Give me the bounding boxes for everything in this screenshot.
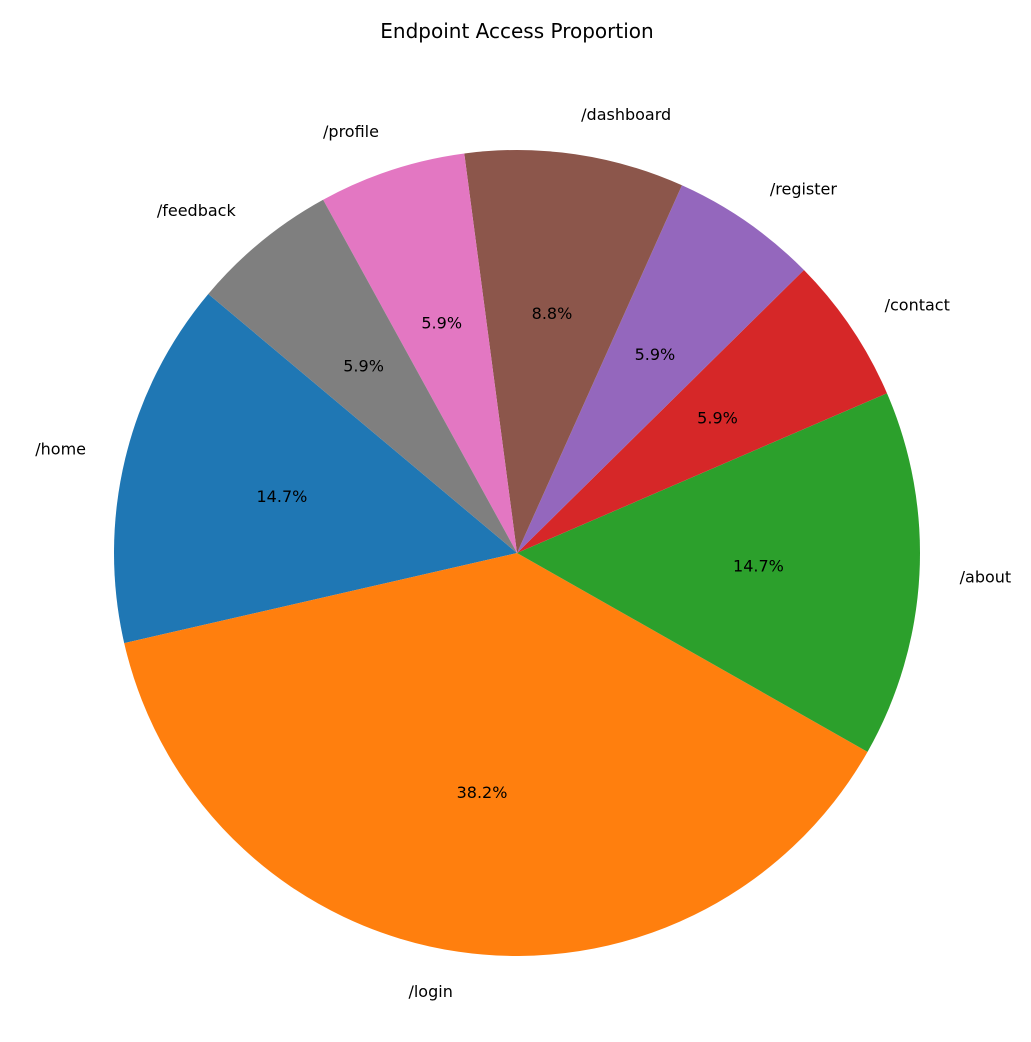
- pie-slice-register: [517, 185, 804, 553]
- pie-slices: [114, 150, 920, 957]
- slice-label: /profile: [323, 122, 379, 141]
- slice-label: /about: [960, 567, 1012, 586]
- percent-label: 5.9%: [343, 357, 384, 376]
- pie-slice-about: [517, 393, 920, 752]
- pie-slice-profile: [323, 153, 517, 553]
- slice-label: /login: [408, 982, 452, 1001]
- percent-label: 5.9%: [697, 408, 738, 427]
- chart-title: Endpoint Access Proportion: [380, 19, 653, 43]
- percent-label: 38.2%: [457, 783, 508, 802]
- percent-label: 14.7%: [733, 557, 784, 576]
- slice-labels: /home/login/about/contact/register/dashb…: [35, 105, 1011, 1001]
- slice-label: /register: [770, 179, 838, 198]
- percent-label: 5.9%: [635, 345, 676, 364]
- slice-label: /contact: [885, 296, 950, 315]
- slice-label: /feedback: [157, 201, 237, 220]
- pie-slice-feedback: [208, 199, 517, 553]
- percent-label: 5.9%: [421, 314, 462, 333]
- percent-label: 14.7%: [257, 487, 308, 506]
- percent-label: 8.8%: [532, 304, 573, 323]
- slice-label: /home: [35, 440, 86, 459]
- pie-slice-home: [114, 293, 518, 644]
- slice-label: /dashboard: [581, 105, 671, 124]
- pie-slice-dashboard: [464, 150, 682, 553]
- percent-labels: 14.7% 38.2% 14.7% 5.9% 5.9% 8.8% 5.9% 5.9%: [257, 304, 784, 802]
- pie-slice-contact: [517, 270, 887, 553]
- pie-slice-login: [124, 553, 868, 957]
